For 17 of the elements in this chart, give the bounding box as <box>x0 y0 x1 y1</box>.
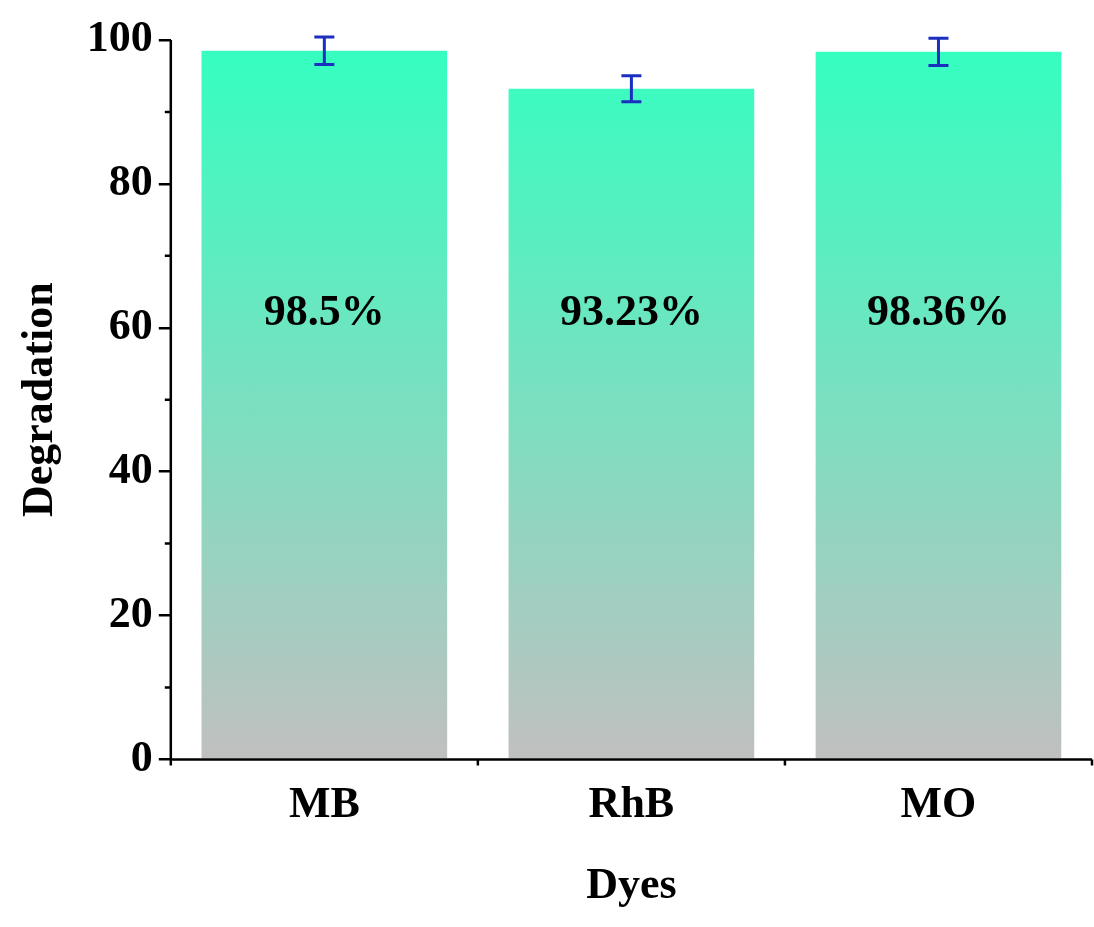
y-tick-label: 40 <box>108 444 153 493</box>
x-tick-label: RhB <box>588 778 675 828</box>
x-tick-label: MO <box>900 778 977 828</box>
x-axis-title: Dyes <box>586 858 677 908</box>
data-label: 98.36% <box>866 285 1010 335</box>
y-tick-label: 60 <box>108 300 153 350</box>
y-axis-title: Degradation <box>12 282 62 518</box>
y-tick-label: 20 <box>108 587 153 637</box>
data-label: 93.23% <box>559 285 703 335</box>
y-tick-label: 100 <box>86 12 153 62</box>
y-tick-label: 0 <box>130 731 153 781</box>
data-label: 98.5% <box>263 285 385 335</box>
bar <box>508 88 755 759</box>
y-tick-label: 80 <box>108 156 153 206</box>
bar <box>201 50 448 759</box>
x-tick-label: MB <box>288 778 360 828</box>
bar <box>815 51 1062 759</box>
